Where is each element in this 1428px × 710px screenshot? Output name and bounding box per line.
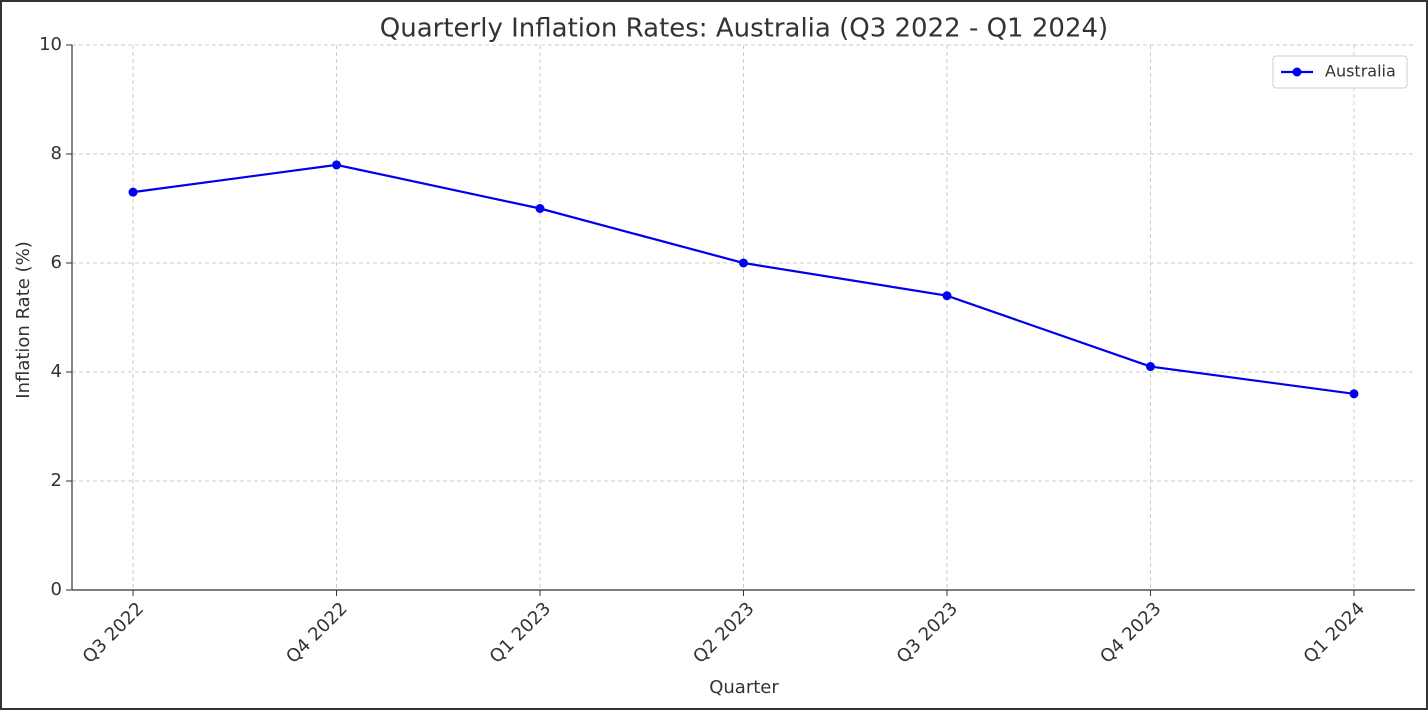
- y-tick-label: 6: [51, 252, 62, 273]
- x-tick-label: Q2 2023: [689, 598, 758, 667]
- y-tick-label: 10: [39, 34, 62, 55]
- chart-title: Quarterly Inflation Rates: Australia (Q3…: [380, 14, 1108, 44]
- data-point: [1145, 362, 1155, 372]
- y-tick-label: 0: [51, 579, 62, 600]
- y-axis-label: Inflation Rate (%): [13, 241, 34, 398]
- x-tick-label: Q4 2022: [282, 598, 351, 667]
- legend-label: Australia: [1325, 62, 1396, 81]
- data-point: [332, 160, 342, 170]
- data-point: [942, 291, 952, 301]
- x-axis-label: Quarter: [709, 677, 779, 698]
- x-tick-label: Q3 2023: [893, 598, 962, 667]
- data-point: [1349, 389, 1359, 399]
- data-point: [535, 204, 545, 213]
- y-tick-label: 8: [51, 143, 62, 164]
- legend-box: [1272, 55, 1408, 89]
- y-tick-label: 2: [51, 470, 62, 491]
- data-point: [739, 258, 748, 268]
- y-tick-label: 4: [51, 361, 62, 382]
- x-tick-label: Q3 2022: [79, 598, 148, 667]
- x-tick-label: Q1 2023: [486, 598, 555, 667]
- data-point: [128, 187, 138, 197]
- x-tick-label: Q4 2023: [1096, 598, 1165, 667]
- legend-marker: [1292, 67, 1302, 77]
- x-tick-label: Q1 2024: [1300, 598, 1369, 667]
